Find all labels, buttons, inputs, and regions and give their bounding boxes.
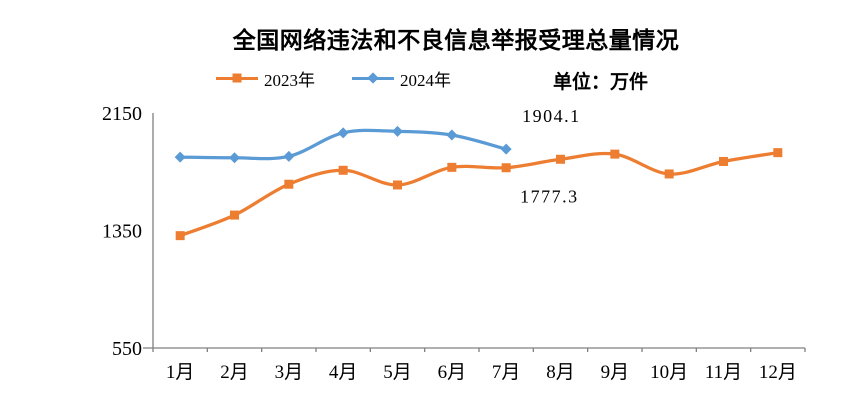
unit-label: 单位：万件 [553,72,649,93]
chart-title: 全国网络违法和不良信息举报受理总量情况 [232,28,680,53]
data-point-2023年 [175,231,185,241]
square-marker-icon [232,73,242,83]
x-tick-label: 5月 [383,362,412,383]
data-point-2024年 [392,125,403,137]
x-tick-label: 10月 [650,362,688,383]
data-point-2023年 [556,154,565,164]
legend-item-2023: 2023年 [216,66,315,90]
x-tick-label: 6月 [438,362,467,383]
x-tick-label: 8月 [546,362,575,383]
point-label: 1777.3 [520,187,579,207]
data-point-2023年 [610,149,620,159]
legend-label-2024: 2024年 [400,70,451,90]
x-tick-label: 1月 [166,362,195,383]
x-tick-label: 9月 [601,362,630,383]
y-tick-label: 2150 [102,103,142,125]
y-tick-label: 1350 [102,221,142,243]
data-point-2023年 [284,179,294,189]
data-point-2024年 [500,143,512,155]
data-point-2023年 [664,169,674,179]
x-tick-label: 7月 [492,362,521,383]
data-point-2023年 [393,180,402,190]
data-point-2024年 [337,127,349,139]
data-point-2023年 [447,162,457,172]
data-point-2023年 [230,210,239,220]
point-label: 1904.1 [522,106,581,126]
x-tick-label: 4月 [329,362,358,383]
x-tick-label: 12月 [759,362,797,383]
data-point-2023年 [719,156,728,166]
data-point-2024年 [283,150,295,162]
series-line-2023年 [178,151,780,238]
legend-item-2024: 2024年 [352,66,451,90]
data-point-2024年 [446,129,458,141]
data-point-2024年 [229,152,240,164]
x-tick-label: 11月 [705,362,742,383]
data-point-2023年 [338,165,348,175]
legend-line-2024 [352,72,394,84]
x-tick-label: 3月 [275,362,304,383]
data-point-2024年 [174,151,186,163]
y-tick-label: 550 [112,338,142,360]
legend-line-2023 [216,73,258,83]
data-point-2023年 [501,163,511,173]
legend-label-2023: 2023年 [264,70,315,90]
x-tick-label: 2月 [220,362,249,383]
data-point-2023年 [773,148,783,158]
